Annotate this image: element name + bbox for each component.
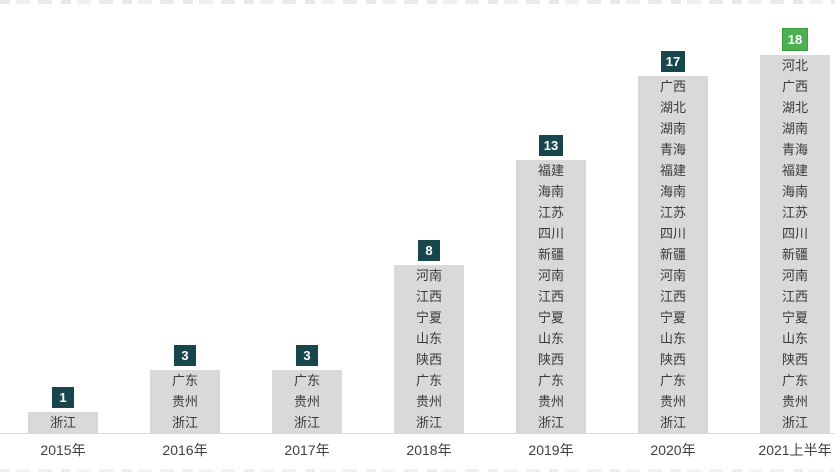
province-label: 江苏 [781,205,808,220]
province-label: 新疆 [659,247,686,262]
cropped-text-top [0,0,835,4]
province-label: 贵州 [537,394,564,409]
bar-count-badge: 3 [174,345,196,366]
province-label: 四川 [659,226,686,241]
province-label: 湖北 [781,100,808,115]
province-label: 河南 [659,268,686,283]
x-axis-label: 2018年 [406,442,452,458]
province-label: 广东 [293,373,320,388]
province-label: 江西 [659,289,686,304]
province-label: 河南 [415,268,442,283]
province-label: 宁夏 [781,310,808,325]
x-axis-label: 2019年 [528,442,574,458]
province-label: 贵州 [415,394,442,409]
province-label: 贵州 [659,394,686,409]
bar-column-2018年: 8 河南江西宁夏山东陕西广东贵州浙江 [368,240,490,433]
province-label: 广东 [171,373,198,388]
province-label: 四川 [537,226,564,241]
x-axis-label: 2015年 [40,442,86,458]
x-axis-label: 2016年 [162,442,208,458]
bar-2017年: 广东 贵州 浙江 [272,370,342,433]
bar-count-badge: 8 [418,240,440,261]
province-label: 宁夏 [659,310,686,325]
province-label: 四川 [781,226,808,241]
bar-count-badge: 13 [538,135,564,156]
cropped-text-bottom [0,469,835,472]
province-label: 山东 [659,331,686,346]
province-label: 新疆 [781,247,808,262]
province-label: 宁夏 [415,310,442,325]
province-label: 福建 [781,163,808,178]
province-label: 浙江 [49,415,76,430]
province-label: 浙江 [293,415,320,430]
bar-2018年: 河南江西宁夏山东陕西广东贵州浙江 [394,265,464,433]
bar-2019年: 福建海南江苏四川新疆河南江西宁夏山东陕西广东贵州浙江 [516,160,586,433]
province-label: 山东 [415,331,442,346]
province-label: 贵州 [171,394,198,409]
province-label: 湖北 [659,100,686,115]
bar-count-badge: 17 [660,51,686,72]
province-label: 福建 [537,163,564,178]
province-label: 广西 [781,79,808,94]
province-label: 河南 [781,268,808,283]
bar-column-2020年: 17 广西湖北湖南青海福建海南江苏四川新疆河南江西宁夏山东陕西广东贵州浙江 [612,51,734,433]
bar-column-2016年: 3 广东贵州浙江 [124,345,246,433]
bar-column-2015年: 1 浙江 [2,387,124,433]
province-label: 浙江 [781,415,808,430]
province-label: 福建 [659,163,686,178]
province-label: 海南 [537,184,564,199]
province-label: 江西 [415,289,442,304]
bar-2015年: 浙江 [28,412,98,433]
province-label: 海南 [781,184,808,199]
bar-count-badge: 18 [781,28,809,51]
province-label: 广东 [537,373,564,388]
province-label: 陕西 [659,352,686,367]
province-label: 广东 [781,373,808,388]
province-label: 湖南 [659,121,686,136]
bar-2020年: 广西湖北湖南青海福建海南江苏四川新疆河南江西宁夏山东陕西广东贵州浙江 [638,76,708,433]
province-label: 浙江 [537,415,564,430]
province-label: 海南 [659,184,686,199]
bar-2016年: 广东 贵州 浙江 [150,370,220,433]
province-label: 江苏 [537,205,564,220]
province-label: 宁夏 [537,310,564,325]
bar-count-badge: 3 [296,345,318,366]
bar-count-badge: 1 [52,387,74,408]
province-label: 贵州 [293,394,320,409]
province-label: 广西 [659,79,686,94]
province-label: 山东 [781,331,808,346]
bar-column-2017年: 3 广东贵州浙江 [246,345,368,433]
bar-column-2019年: 13 福建海南江苏四川新疆河南江西宁夏山东陕西广东贵州浙江 [490,135,612,433]
bar-2021上半年: 河北广西湖北湖南青海福建海南江苏四川新疆河南江西宁夏山东陕西广东贵州浙江 [760,55,830,433]
province-label: 江西 [537,289,564,304]
province-label: 江西 [781,289,808,304]
province-label: 广东 [659,373,686,388]
province-label: 青海 [781,142,808,157]
province-label: 陕西 [415,352,442,367]
province-label: 浙江 [415,415,442,430]
province-label: 贵州 [781,394,808,409]
x-axis-label: 2021上半年 [758,442,832,458]
province-label: 青海 [659,142,686,157]
province-label: 新疆 [537,247,564,262]
province-label: 湖南 [781,121,808,136]
province-label: 陕西 [781,352,808,367]
province-label: 陕西 [537,352,564,367]
province-label: 广东 [415,373,442,388]
x-axis-label: 2020年 [650,442,696,458]
province-label: 浙江 [171,415,198,430]
province-label: 山东 [537,331,564,346]
x-axis-line [0,433,835,434]
bar-column-2021上半年: 18 河北广西湖北湖南青海福建海南江苏四川新疆河南江西宁夏山东陕西广东贵州浙江 [734,28,835,433]
province-label: 河南 [537,268,564,283]
province-label: 浙江 [659,415,686,430]
province-label: 河北 [781,58,808,73]
province-label: 江苏 [659,205,686,220]
x-axis-label: 2017年 [284,442,330,458]
